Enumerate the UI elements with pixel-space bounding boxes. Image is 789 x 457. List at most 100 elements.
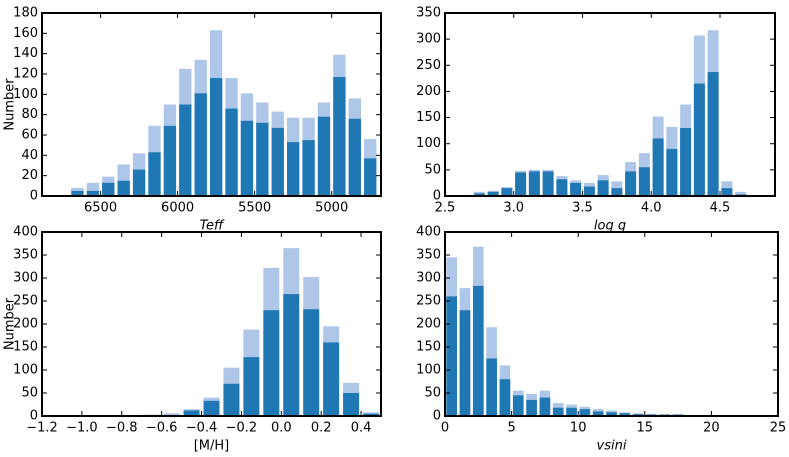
bar xyxy=(203,400,220,416)
bar xyxy=(556,179,568,196)
y-tick-label: 200 xyxy=(13,317,38,332)
bar xyxy=(71,190,84,196)
bar xyxy=(666,148,678,196)
bar xyxy=(486,358,497,416)
y-tick-label: 50 xyxy=(424,386,441,401)
y-tick-label: 100 xyxy=(13,87,38,102)
bar xyxy=(473,193,485,196)
x-tick-label: −1.0 xyxy=(66,421,98,436)
y-tick-label: 150 xyxy=(416,340,441,355)
x-tick-label: 6000 xyxy=(161,201,194,216)
y-tick-label: 50 xyxy=(21,386,38,401)
bar xyxy=(619,413,631,416)
bar xyxy=(102,182,115,196)
x-tick-label: −0.6 xyxy=(146,421,178,436)
bar xyxy=(680,128,692,196)
bar xyxy=(303,309,320,416)
y-tick-label: 350 xyxy=(13,248,38,263)
bar xyxy=(183,410,200,416)
y-tick-label: 20 xyxy=(21,168,38,183)
bar xyxy=(225,108,238,196)
y-tick-label: 150 xyxy=(13,340,38,355)
bar xyxy=(499,379,511,416)
bar xyxy=(163,413,180,416)
x-tick-label: 4.0 xyxy=(641,201,662,216)
x-axis-label: vsini xyxy=(597,439,627,454)
y-tick-label: 350 xyxy=(416,6,441,21)
bar xyxy=(501,188,513,196)
x-tick-label: 5500 xyxy=(238,201,271,216)
bar xyxy=(317,116,331,196)
x-tick-label: 5 xyxy=(507,421,515,436)
bar xyxy=(302,140,315,196)
y-axis-label: Number xyxy=(3,78,18,131)
bar xyxy=(343,393,360,416)
plot-frame xyxy=(444,231,779,417)
bar xyxy=(148,152,161,196)
bar xyxy=(570,182,582,196)
bar xyxy=(542,171,554,196)
bar xyxy=(132,169,146,196)
x-tick-label: 0 xyxy=(441,421,449,436)
x-tick-label: 5000 xyxy=(315,201,348,216)
y-tick-label: 40 xyxy=(21,148,38,163)
y-tick-label: 0 xyxy=(30,409,38,424)
bar xyxy=(240,120,254,196)
y-tick-label: 0 xyxy=(30,189,38,204)
y-tick-label: 150 xyxy=(416,110,441,125)
bar xyxy=(512,395,524,416)
bar xyxy=(552,407,564,416)
y-tick-label: 100 xyxy=(416,136,441,151)
x-axis-label: log g xyxy=(594,219,626,234)
bar xyxy=(487,191,499,196)
x-tick-label: −1.2 xyxy=(26,421,58,436)
y-tick-label: 120 xyxy=(13,67,38,82)
bar xyxy=(287,142,300,196)
bar xyxy=(583,186,595,196)
y-tick-label: 0 xyxy=(433,409,441,424)
x-tick-label: 3.5 xyxy=(572,201,593,216)
bar xyxy=(566,407,577,416)
bar xyxy=(209,78,223,196)
bar xyxy=(179,104,192,196)
bar xyxy=(597,180,609,196)
x-tick-label: 2.5 xyxy=(435,201,456,216)
bar xyxy=(283,294,300,416)
x-tick-label: −0.2 xyxy=(226,421,258,436)
x-tick-label: 15 xyxy=(637,421,654,436)
x-tick-label: 0.2 xyxy=(311,421,332,436)
x-tick-label: 10 xyxy=(570,421,587,436)
y-tick-label: 250 xyxy=(416,58,441,73)
bar xyxy=(263,310,280,416)
y-tick-label: 60 xyxy=(21,128,38,143)
y-axis-label: Number xyxy=(3,297,18,350)
bar xyxy=(579,409,591,416)
bar xyxy=(363,413,380,416)
bar xyxy=(539,397,551,416)
x-tick-label: 3.0 xyxy=(503,201,524,216)
bar xyxy=(271,127,284,196)
bar xyxy=(625,171,637,196)
y-tick-label: 400 xyxy=(13,225,38,240)
bar xyxy=(652,138,664,196)
y-tick-label: 250 xyxy=(416,294,441,309)
plot-frame xyxy=(41,12,382,197)
y-tick-label: 200 xyxy=(416,84,441,99)
bar xyxy=(243,357,260,416)
y-tick-label: 180 xyxy=(13,6,38,21)
bar xyxy=(194,93,207,196)
x-axis-label: Teff xyxy=(200,219,225,234)
bar xyxy=(163,125,177,196)
bar xyxy=(638,167,650,196)
y-tick-label: 350 xyxy=(416,248,441,263)
bar xyxy=(515,172,527,196)
y-tick-label: 300 xyxy=(13,271,38,286)
bar xyxy=(592,411,604,416)
y-tick-label: 140 xyxy=(13,46,38,61)
y-tick-label: 250 xyxy=(13,294,38,309)
bar xyxy=(446,296,457,416)
y-tick-label: 400 xyxy=(416,225,441,240)
y-tick-label: 300 xyxy=(416,32,441,47)
x-tick-label: 4.5 xyxy=(710,201,731,216)
